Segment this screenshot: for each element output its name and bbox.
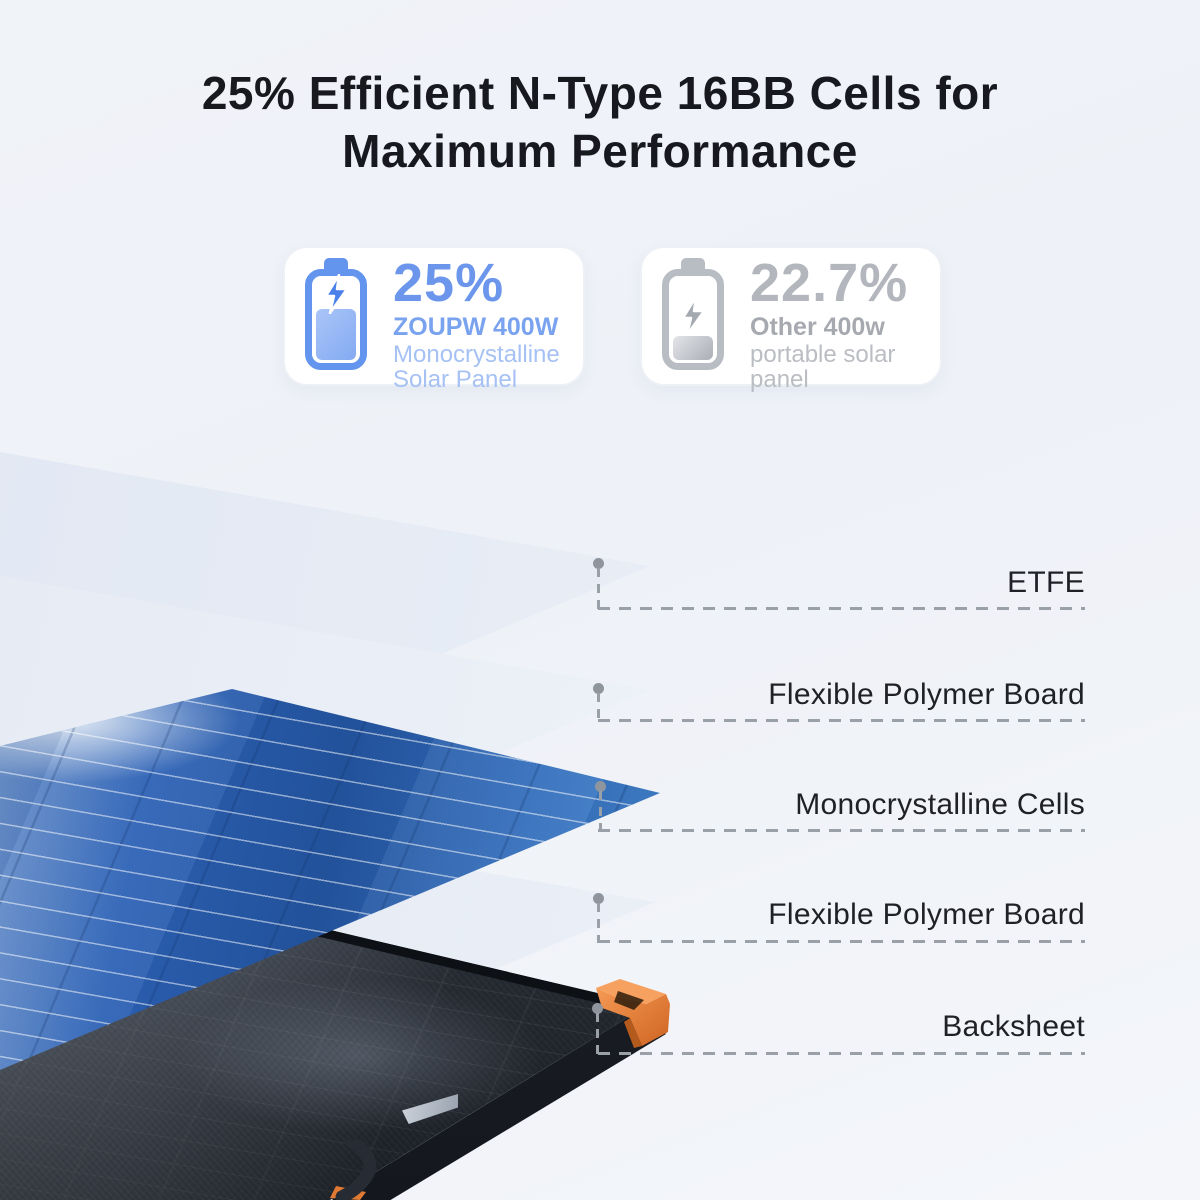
card-text-other: 22.7% Other 400w portable solar panel [750,256,938,393]
lightning-bolt-icon [324,274,349,314]
callout-vline-fpb-top [597,693,600,722]
product-desc-line2: panel [750,366,809,394]
callout-hline-backsheet [598,1052,1085,1055]
orange-bottom-clip-and-strap-icon [330,1140,377,1200]
battery-bolt-icon [305,269,367,370]
callout-hline-fpb-bottom [598,940,1085,943]
orange-corner-protector-icon [596,979,670,1048]
layer-label-fpb-top: Flexible Polymer Board [768,678,1085,711]
lightning-bolt-icon [681,296,706,336]
product-desc-line1: portable solar [750,340,896,368]
battery-fill [673,336,713,360]
product-name: ZOUPW 400W [393,313,559,341]
callout-vline-cells [599,791,602,832]
layer-label-fpb-bottom: Flexible Polymer Board [768,898,1085,931]
title-line-2: Maximum Performance [342,125,858,178]
product-desc-line2: Solar Panel [393,366,518,394]
page-title: 25% Efficient N-Type 16BB Cells for Maxi… [0,64,1200,181]
battery-cap [324,258,348,272]
callout-vline-fpb-bottom [597,903,600,943]
title-line-1: 25% Efficient N-Type 16BB Cells for [201,67,999,119]
layer-label-etfe: ETFE [1007,566,1085,599]
callout-hline-cells [598,829,1085,832]
battery-cap [681,258,705,272]
product-name: Other 400w [750,313,885,341]
battery-fill [316,309,356,360]
product-desc-line1: Monocrystalline [393,340,560,368]
callout-hline-fpb-top [598,719,1085,722]
callout-hline-etfe [598,607,1085,610]
callout-vline-etfe [597,568,600,610]
layer-label-cells: Monocrystalline Cells [795,788,1085,821]
card-text-zoupw: 25% ZOUPW 400W Monocrystalline Solar Pan… [393,256,581,393]
efficiency-card-other: 22.7% Other 400w portable solar panel [640,246,942,393]
layer-label-backsheet: Backsheet [942,1010,1085,1043]
battery-bolt-icon [662,269,724,370]
efficiency-percent: 25% [393,253,505,313]
callout-vline-backsheet [596,1013,599,1055]
efficiency-card-zoupw: 25% ZOUPW 400W Monocrystalline Solar Pan… [283,246,585,393]
efficiency-percent: 22.7% [750,253,909,313]
